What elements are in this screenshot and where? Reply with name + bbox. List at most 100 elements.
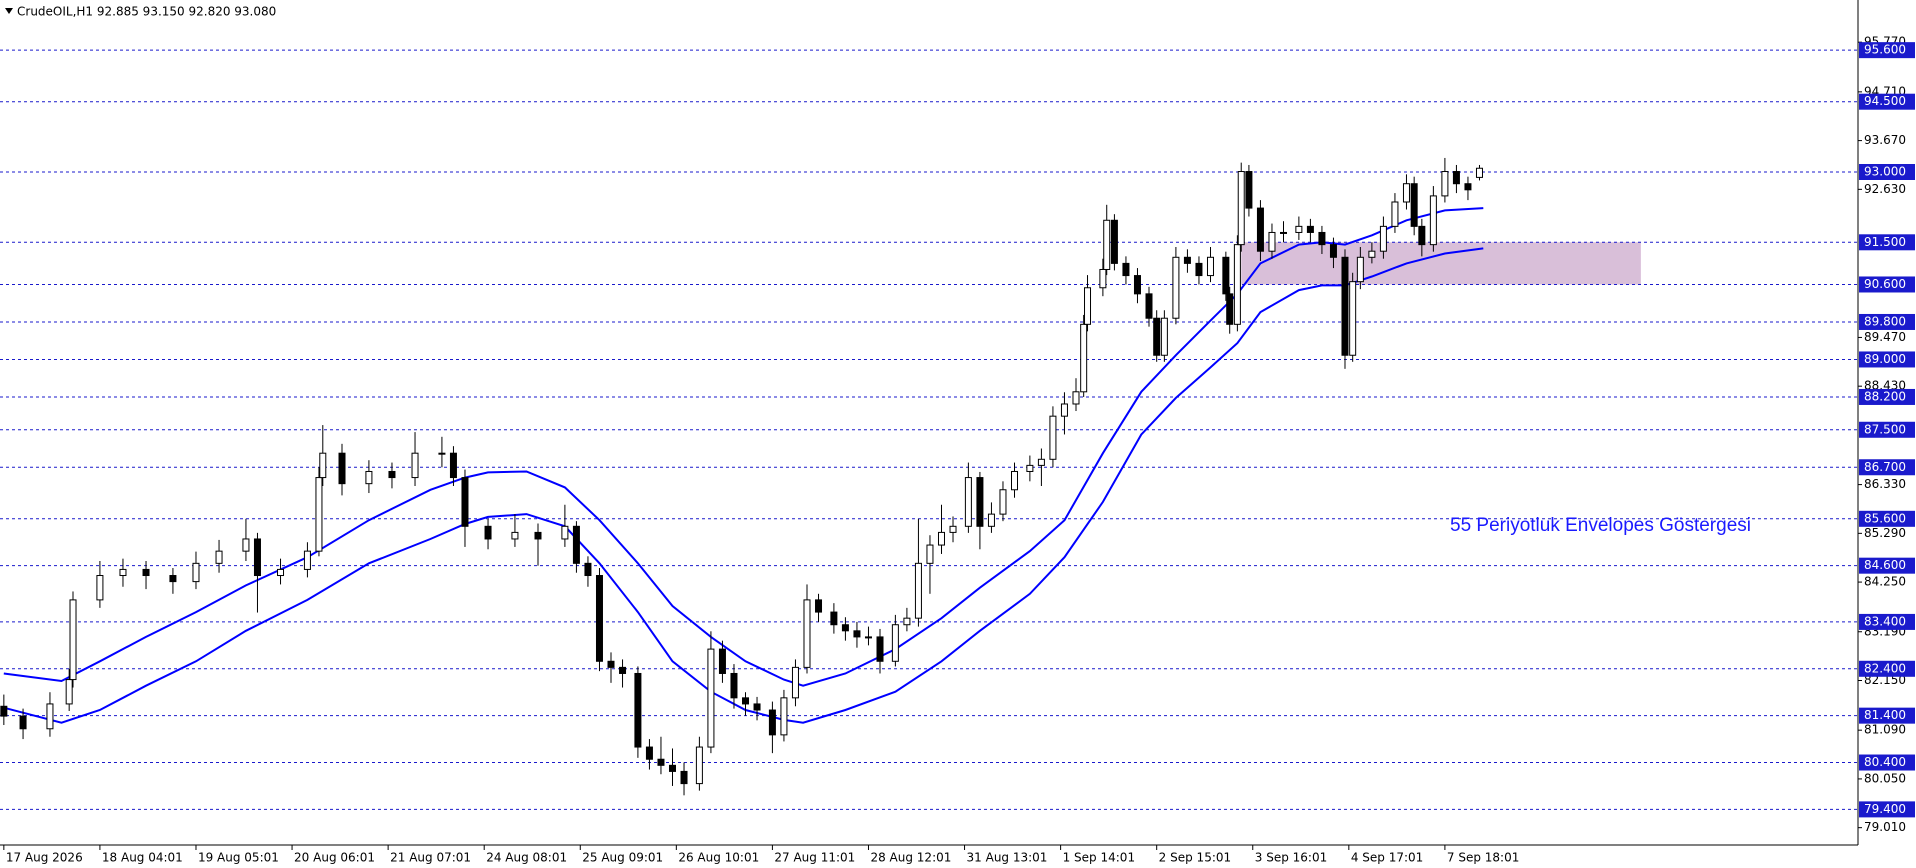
- candle-body: [242, 538, 250, 552]
- candle-body: [791, 666, 799, 699]
- candle-body: [964, 477, 972, 527]
- level-label-box: [1859, 510, 1915, 527]
- x-tick-label: 20 Aug 06:01: [294, 851, 375, 865]
- level-label-box: [1859, 707, 1915, 724]
- candle-body: [999, 489, 1007, 515]
- y-tick-label: 81.090: [1864, 723, 1906, 737]
- chart-title: CrudeOIL,H1 92.885 93.150 92.820 93.080: [17, 5, 276, 19]
- candle-body: [96, 575, 104, 601]
- candle-body: [69, 599, 77, 681]
- candle-body: [169, 575, 177, 583]
- y-tick-label: 85.290: [1864, 526, 1906, 540]
- candle-body: [461, 477, 469, 527]
- candle-body: [903, 617, 911, 626]
- x-tick-label: 17 Aug 2026: [6, 851, 83, 865]
- x-tick-label: 19 Aug 05:01: [198, 851, 279, 865]
- candle-body: [1329, 244, 1337, 258]
- candle-body: [142, 568, 150, 577]
- zone-layer: [1241, 242, 1641, 285]
- level-label-box: [1859, 801, 1915, 818]
- candle-body: [1356, 256, 1364, 283]
- level-label: 89.000: [1864, 352, 1906, 366]
- candle-body: [607, 660, 615, 668]
- collapse-icon[interactable]: [5, 8, 13, 14]
- x-tick-label: 26 Aug 10:01: [678, 851, 759, 865]
- candle-body: [841, 624, 849, 632]
- candle-body: [572, 525, 580, 564]
- candle-body: [1145, 293, 1153, 319]
- candle-body: [338, 452, 346, 485]
- candle-body: [853, 630, 861, 638]
- level-label-box: [1859, 754, 1915, 771]
- envelope-line: [3, 247, 1484, 724]
- candle-body: [1475, 167, 1483, 178]
- candle-body: [891, 624, 899, 662]
- x-tick-label: 2 Sep 15:01: [1159, 851, 1231, 865]
- x-tick-label: 1 Sep 14:01: [1063, 851, 1135, 865]
- candle-body: [1037, 458, 1045, 466]
- level-label-box: [1859, 234, 1915, 251]
- candle-body: [718, 648, 726, 674]
- y-tick-label: 86.330: [1864, 477, 1906, 491]
- envelope-line: [3, 207, 1484, 687]
- x-tick-label: 18 Aug 04:01: [102, 851, 183, 865]
- candle-body: [1429, 195, 1437, 246]
- level-label-box: [1859, 613, 1915, 630]
- level-label: 93.000: [1864, 164, 1906, 178]
- level-label: 87.500: [1864, 422, 1906, 436]
- candle-body: [595, 575, 603, 662]
- zone: [1241, 242, 1641, 285]
- candle-body: [876, 636, 884, 662]
- level-label: 84.600: [1864, 558, 1906, 572]
- candle-body: [634, 672, 642, 748]
- level-label: 89.800: [1864, 314, 1906, 328]
- candle-body: [561, 525, 569, 540]
- candle-body: [1060, 403, 1068, 417]
- x-tick-label: 7 Sep 18:01: [1447, 851, 1519, 865]
- candle-body: [1183, 256, 1191, 264]
- candle-body: [1306, 225, 1314, 233]
- level-label-box: [1859, 351, 1915, 368]
- candle-body: [319, 452, 327, 479]
- candle-body: [1110, 219, 1118, 264]
- level-label-box: [1859, 421, 1915, 438]
- candle-body: [1391, 201, 1399, 227]
- candle-body: [1341, 256, 1349, 356]
- candle-body: [1133, 275, 1141, 295]
- level-label-box: [1859, 163, 1915, 180]
- candle-body: [1049, 415, 1057, 460]
- x-tick-label: 25 Aug 09:01: [582, 851, 663, 865]
- candle-body: [619, 666, 627, 674]
- level-label: 81.400: [1864, 708, 1906, 722]
- x-tick-label: 27 Aug 11:01: [774, 851, 855, 865]
- candle-body: [1237, 171, 1245, 246]
- candle-body: [1172, 256, 1180, 319]
- candle-body: [707, 648, 715, 748]
- level-label: 85.600: [1864, 511, 1906, 525]
- candle-body: [1368, 250, 1376, 258]
- candle-body: [1418, 225, 1426, 246]
- annotation: 55 Periyotluk Envelopes Göstergesi: [1450, 515, 1751, 536]
- candle-body: [987, 513, 995, 527]
- candle-body: [1122, 262, 1130, 277]
- candle-body: [277, 568, 285, 577]
- candle-body: [365, 470, 373, 485]
- candle-body: [695, 746, 703, 785]
- candle-body: [438, 452, 446, 455]
- candle-body: [411, 452, 419, 479]
- candle-body: [1226, 293, 1234, 325]
- candle-body: [657, 758, 665, 766]
- candle-body: [1279, 231, 1287, 234]
- y-tick-label: 84.250: [1864, 575, 1906, 589]
- level-label-box: [1859, 276, 1915, 293]
- y-tick-label: 92.630: [1864, 182, 1906, 196]
- candle-body: [1011, 470, 1019, 491]
- candle-body: [315, 477, 323, 552]
- level-label-box: [1859, 660, 1915, 677]
- x-tick-label: 3 Sep 16:01: [1255, 851, 1327, 865]
- level-label: 86.700: [1864, 460, 1906, 474]
- candle-body: [680, 770, 688, 785]
- candle-body: [303, 550, 311, 570]
- candle-body: [1441, 171, 1449, 197]
